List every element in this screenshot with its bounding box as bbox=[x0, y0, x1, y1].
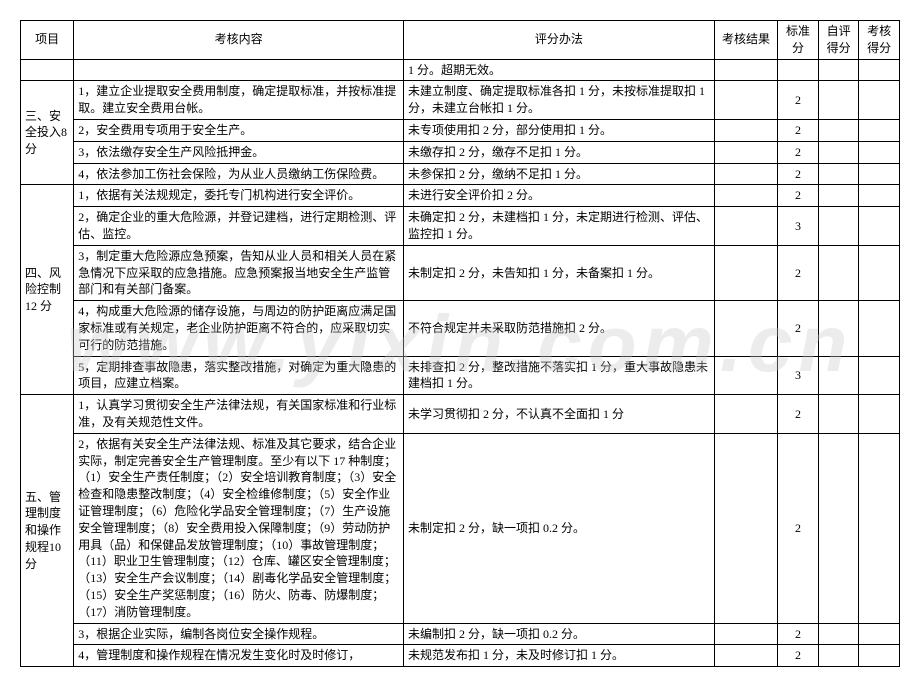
header-row: 项目 考核内容 评分办法 考核结果 标准分 自评得分 考核得分 bbox=[21, 21, 900, 60]
cell-std: 2 bbox=[778, 645, 819, 667]
cell-std: 2 bbox=[778, 185, 819, 207]
header-project: 项目 bbox=[21, 21, 74, 60]
cell-method: 未学习贯彻扣 2 分，不认真不全面扣 1 分 bbox=[404, 395, 715, 434]
cell-std: 3 bbox=[778, 356, 819, 395]
cell-method: 未制定扣 2 分，未告知扣 1 分，未备案扣 1 分。 bbox=[404, 245, 715, 300]
header-std: 标准分 bbox=[778, 21, 819, 60]
table-row: 2，安全费用专项用于安全生产。 未专项使用扣 2 分，部分使用扣 1 分。 2 bbox=[21, 119, 900, 141]
cell-content: 4，管理制度和操作规程在情况发生变化时及时修订， bbox=[74, 645, 404, 667]
table-row: 2，确定企业的重大危险源，并登记建档，进行定期检测、评估、监控。 未确定扣 2 … bbox=[21, 207, 900, 246]
cell-std: 2 bbox=[778, 433, 819, 623]
cell-content: 2，安全费用专项用于安全生产。 bbox=[74, 119, 404, 141]
cell-method: 未建立制度、确定提取标准各扣 1 分，未按标准提取扣 1 分，未建立台帐扣 1 … bbox=[404, 81, 715, 120]
cell-std: 2 bbox=[778, 301, 819, 356]
cell-std: 2 bbox=[778, 623, 819, 645]
cell-std: 2 bbox=[778, 141, 819, 163]
section-title: 三、安全投入8 分 bbox=[21, 81, 74, 185]
table-row: 五、管理制度和操作规程10 分 1，认真学习贯彻安全生产法律法规，有关国家标准和… bbox=[21, 395, 900, 434]
cell-content: 4，依法参加工伤社会保险，为从业人员缴纳工伤保险费。 bbox=[74, 163, 404, 185]
cell-std: 2 bbox=[778, 119, 819, 141]
cell-content: 1，依据有关法规规定，委托专门机构进行安全评价。 bbox=[74, 185, 404, 207]
table-row: 三、安全投入8 分 1，建立企业提取安全费用制度，确定提取标准，并按标准提取。建… bbox=[21, 81, 900, 120]
table-row: 4，依法参加工伤社会保险，为从业人员缴纳工伤保险费。 未参保扣 2 分，缴纳不足… bbox=[21, 163, 900, 185]
table-row: 3，依法缴存安全生产风险抵押金。 未缴存扣 2 分，缴存不足扣 1 分。 2 bbox=[21, 141, 900, 163]
cell-content: 3，依法缴存安全生产风险抵押金。 bbox=[74, 141, 404, 163]
cell-content: 3，制定重大危险源应急预案，告知从业人员和相关人员在紧急情况下应采取的应急措施。… bbox=[74, 245, 404, 300]
cell-content: 2，依据有关安全生产法律法规、标准及其它要求，结合企业实际，制定完善安全生产管理… bbox=[74, 433, 404, 623]
cell-std: 2 bbox=[778, 81, 819, 120]
table-row: 5，定期排查事故隐患，落实整改措施，对确定为重大隐患的项目，应建立档案。 未排查… bbox=[21, 356, 900, 395]
table-row: 2，依据有关安全生产法律法规、标准及其它要求，结合企业实际，制定完善安全生产管理… bbox=[21, 433, 900, 623]
table-row: 3，制定重大危险源应急预案，告知从业人员和相关人员在紧急情况下应采取的应急措施。… bbox=[21, 245, 900, 300]
cell-method: 未进行安全评价扣 2 分。 bbox=[404, 185, 715, 207]
header-content: 考核内容 bbox=[74, 21, 404, 60]
cell-method: 未编制扣 2 分，缺一项扣 0.2 分。 bbox=[404, 623, 715, 645]
cell-std: 2 bbox=[778, 245, 819, 300]
table-row: 4，构成重大危险源的储存设施，与周边的防护距离应满足国家标准或有关规定，老企业防… bbox=[21, 301, 900, 356]
section-title: 四、风险控制12 分 bbox=[21, 185, 74, 395]
cell-method: 未规范发布扣 1 分，未及时修订扣 1 分。 bbox=[404, 645, 715, 667]
cell-content: 3，根据企业实际，编制各岗位安全操作规程。 bbox=[74, 623, 404, 645]
table-row: 1 分。超期无效。 bbox=[21, 59, 900, 81]
cell-method: 1 分。超期无效。 bbox=[404, 59, 715, 81]
assessment-table: 项目 考核内容 评分办法 考核结果 标准分 自评得分 考核得分 1 分。超期无效… bbox=[20, 20, 900, 667]
table-row: 3，根据企业实际，编制各岗位安全操作规程。 未编制扣 2 分，缺一项扣 0.2 … bbox=[21, 623, 900, 645]
cell-method: 不符合规定并未采取防范措施扣 2 分。 bbox=[404, 301, 715, 356]
cell-content: 5，定期排查事故隐患，落实整改措施，对确定为重大隐患的项目，应建立档案。 bbox=[74, 356, 404, 395]
table-row: 四、风险控制12 分 1，依据有关法规规定，委托专门机构进行安全评价。 未进行安… bbox=[21, 185, 900, 207]
cell-std: 2 bbox=[778, 395, 819, 434]
cell-method: 未缴存扣 2 分，缴存不足扣 1 分。 bbox=[404, 141, 715, 163]
cell-method: 未参保扣 2 分，缴纳不足扣 1 分。 bbox=[404, 163, 715, 185]
header-result: 考核结果 bbox=[714, 21, 777, 60]
cell-std: 3 bbox=[778, 207, 819, 246]
header-method: 评分办法 bbox=[404, 21, 715, 60]
cell-content: 4，构成重大危险源的储存设施，与周边的防护距离应满足国家标准或有关规定，老企业防… bbox=[74, 301, 404, 356]
header-self: 自评得分 bbox=[818, 21, 859, 60]
cell-std: 2 bbox=[778, 163, 819, 185]
header-eval: 考核得分 bbox=[859, 21, 900, 60]
cell-method: 未专项使用扣 2 分，部分使用扣 1 分。 bbox=[404, 119, 715, 141]
cell-content: 1，认真学习贯彻安全生产法律法规，有关国家标准和行业标准，及有关规范性文件。 bbox=[74, 395, 404, 434]
cell-content: 1，建立企业提取安全费用制度，确定提取标准，并按标准提取。建立安全费用台帐。 bbox=[74, 81, 404, 120]
cell-content: 2，确定企业的重大危险源，并登记建档，进行定期检测、评估、监控。 bbox=[74, 207, 404, 246]
cell-method: 未排查扣 2 分，整改措施不落实扣 1 分，重大事故隐患未建档扣 1 分。 bbox=[404, 356, 715, 395]
cell-method: 未确定扣 2 分，未建档扣 1 分，未定期进行检测、评估、监控扣 1 分。 bbox=[404, 207, 715, 246]
section-title: 五、管理制度和操作规程10 分 bbox=[21, 395, 74, 667]
table-row: 4，管理制度和操作规程在情况发生变化时及时修订， 未规范发布扣 1 分，未及时修… bbox=[21, 645, 900, 667]
cell-method: 未制定扣 2 分，缺一项扣 0.2 分。 bbox=[404, 433, 715, 623]
